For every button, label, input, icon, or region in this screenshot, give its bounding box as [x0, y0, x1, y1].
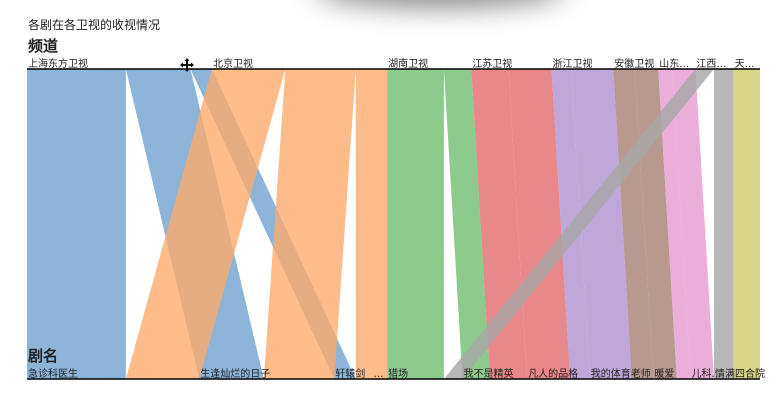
ribbon-8[interactable] — [443, 69, 490, 379]
drama-label-0[interactable]: 急诊科医生 — [28, 367, 78, 380]
ribbon-15[interactable] — [658, 69, 691, 379]
drama-label-9[interactable]: 儿科… — [692, 367, 722, 380]
drama-label-7[interactable]: 我的体育老师 — [591, 367, 651, 380]
drama-label-6[interactable]: 凡人的品格 — [528, 367, 578, 380]
drama-label-4[interactable]: 猎场 — [388, 367, 408, 380]
drama-label-8[interactable]: 暖爱 — [654, 367, 674, 380]
channel-label-4[interactable]: 浙江卫视 — [553, 57, 593, 70]
axes-layer — [27, 68, 760, 380]
ribbon-4[interactable] — [263, 69, 356, 379]
ribbon-13[interactable] — [613, 69, 654, 379]
channel-label-1[interactable]: 北京卫视 — [213, 57, 253, 70]
channel-label-2[interactable]: 湖南卫视 — [388, 57, 428, 70]
move-cursor-icon — [180, 58, 194, 72]
ribbons-layer — [27, 69, 760, 379]
labels-layer: 上海东方卫视 北京卫视 湖南卫视 江苏卫视 浙江卫视 安徽卫视 山东… 江西… 天… 急诊科医生 生… — [28, 57, 765, 380]
ribbon-7[interactable] — [387, 69, 444, 379]
ribbon-6[interactable] — [372, 69, 388, 379]
ribbon-18[interactable] — [714, 69, 734, 379]
ribbon-17[interactable] — [443, 69, 715, 379]
channel-label-5[interactable]: 安徽卫视 — [614, 57, 654, 70]
ribbon-3[interactable] — [125, 69, 286, 379]
channel-label-0[interactable]: 上海东方卫视 — [28, 57, 88, 70]
drama-label-3[interactable]: … — [373, 369, 383, 380]
channel-label-7[interactable]: 江西… — [696, 58, 726, 70]
window-shadow — [315, 0, 565, 6]
top-dimension-title: 频道 — [28, 37, 58, 55]
ribbon-12[interactable] — [571, 69, 632, 379]
channel-label-6[interactable]: 山东… — [659, 57, 689, 70]
drama-label-1[interactable]: 生逢灿烂的日子 — [200, 367, 270, 380]
drama-label-2[interactable]: 轩辕剑 — [335, 367, 365, 380]
ribbon-16[interactable] — [671, 69, 715, 379]
drama-label-10[interactable]: 情满四合院 — [715, 367, 765, 380]
ribbon-0[interactable] — [27, 69, 126, 379]
channel-label-3[interactable]: 江苏卫视 — [472, 57, 512, 70]
ribbon-19[interactable] — [733, 69, 760, 379]
bottom-dimension-title: 剧名 — [28, 347, 58, 365]
drama-label-5[interactable]: 我不是精英 — [463, 367, 513, 380]
chart-title: 各剧在各卫视的收视情况 — [28, 17, 160, 32]
channel-label-8[interactable]: 天… — [735, 59, 755, 70]
ribbon-5[interactable] — [355, 69, 373, 379]
